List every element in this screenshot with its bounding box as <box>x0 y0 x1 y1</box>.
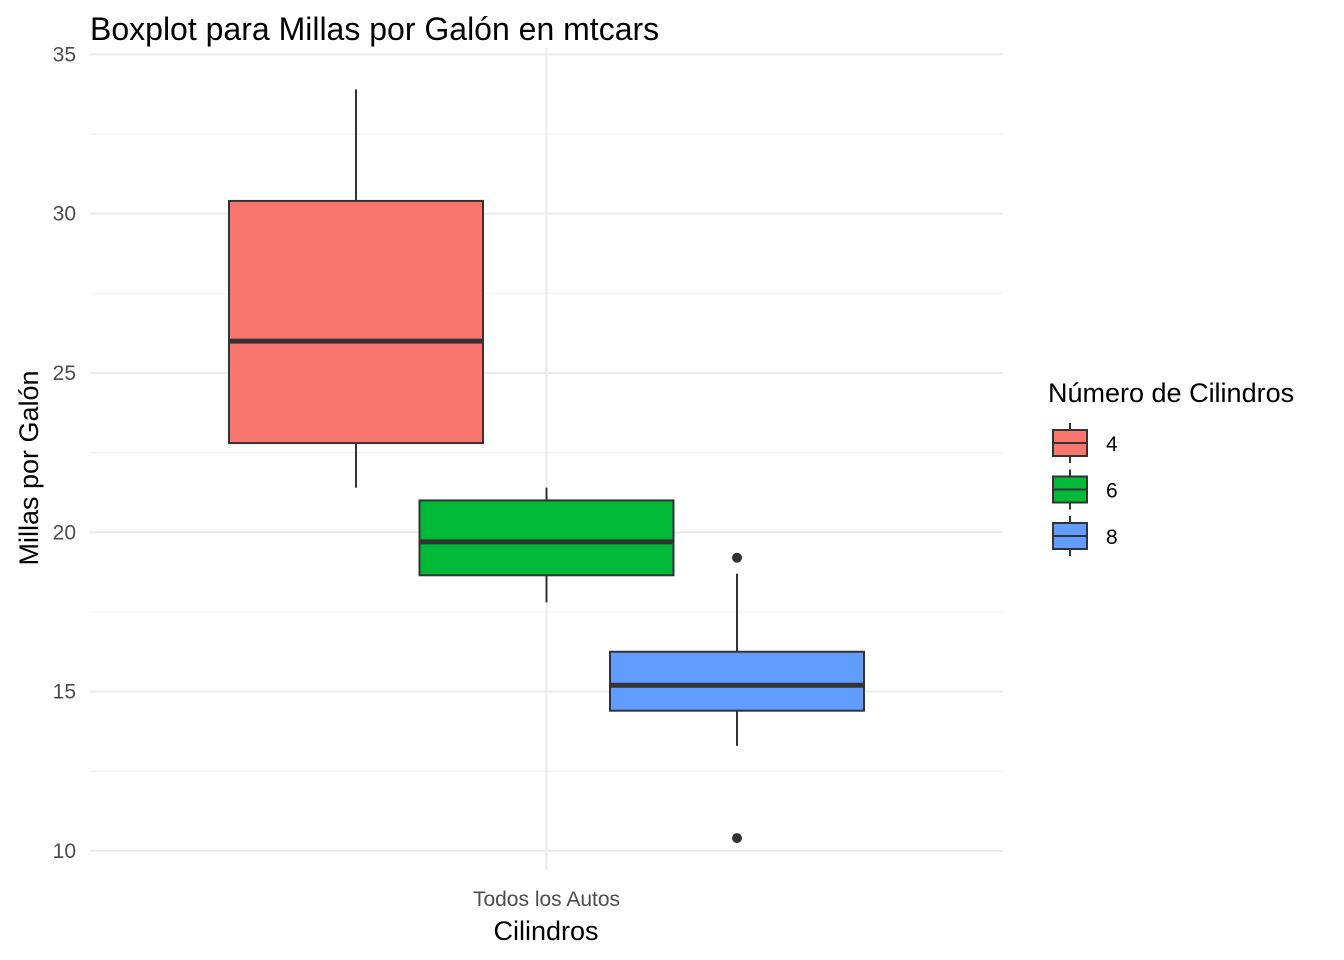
boxplot-series <box>228 89 865 844</box>
box-iqr <box>609 650 865 712</box>
y-axis-ticks: 10 15 20 25 30 35 <box>53 43 76 863</box>
legend-entry-4: 4 <box>1052 423 1118 463</box>
chart-title: Boxplot para Millas por Galón en mtcars <box>90 11 659 47</box>
legend-entry-8: 8 <box>1052 516 1118 556</box>
legend-label: 8 <box>1106 526 1118 549</box>
outlier-point <box>732 552 742 563</box>
box-iqr <box>228 199 484 445</box>
y-tick-label: 25 <box>53 362 76 385</box>
y-tick-label: 15 <box>53 681 76 704</box>
box-series-8 <box>609 552 865 844</box>
box-series-4 <box>228 89 484 488</box>
x-axis-title: Cilindros <box>493 916 598 946</box>
outlier-point <box>732 833 742 844</box>
legend-title: Número de Cilindros <box>1048 378 1294 408</box>
y-axis-title: Millas por Galón <box>14 370 44 565</box>
box-series-6 <box>418 487 675 603</box>
y-tick-label: 20 <box>53 521 76 544</box>
legend: Número de Cilindros 4 6 8 <box>1048 378 1294 556</box>
x-tick-label: Todos los Autos <box>473 888 620 911</box>
legend-label: 6 <box>1106 480 1118 503</box>
gridlines <box>90 48 1003 870</box>
y-tick-label: 30 <box>53 203 76 226</box>
legend-label: 4 <box>1106 433 1118 456</box>
y-tick-label: 35 <box>53 43 76 66</box>
legend-entry-6: 6 <box>1052 469 1118 510</box>
x-axis-ticks: Todos los Autos <box>473 888 620 911</box>
box-iqr <box>418 499 675 577</box>
y-tick-label: 10 <box>53 840 76 863</box>
